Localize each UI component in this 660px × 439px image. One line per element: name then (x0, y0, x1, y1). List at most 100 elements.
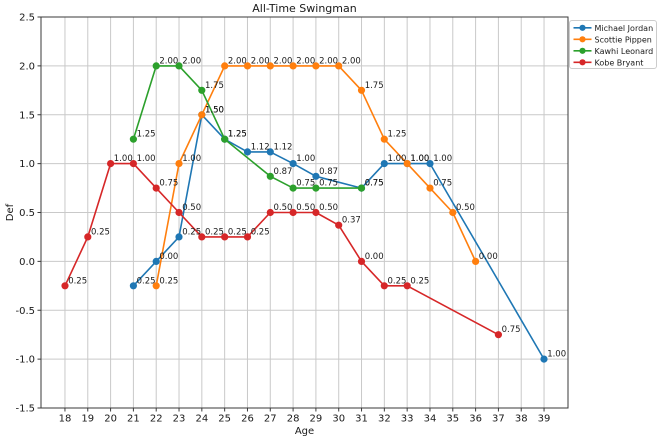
legend-label: Scottie Pippen (595, 35, 652, 44)
data-point-label: 2.00 (251, 56, 270, 66)
legend-marker (579, 59, 586, 66)
data-point-marker (152, 282, 160, 290)
data-point-marker (426, 160, 434, 168)
data-point-marker (266, 172, 274, 180)
data-point-label: 1.00 (433, 154, 452, 164)
data-point-label: 1.00 (296, 154, 315, 164)
data-point-label: 1.12 (251, 142, 270, 152)
data-point-label: 0.25 (251, 227, 270, 237)
data-point-marker (312, 62, 320, 70)
legend-item-kawhi-leonard: Kawhi Leonard (573, 47, 653, 56)
data-point-label: 1.25 (388, 130, 407, 140)
data-point-label: 0.50 (319, 203, 338, 213)
data-point-label: 0.25 (68, 276, 87, 286)
x-tick-label: 22 (150, 414, 163, 425)
data-point-marker (266, 62, 274, 70)
data-point-label: 0.25 (182, 227, 201, 237)
x-tick-label: 27 (264, 414, 277, 425)
data-point-label: 0.00 (479, 252, 498, 262)
x-tick-label: 21 (127, 414, 140, 425)
data-point-label: 2.00 (274, 56, 293, 66)
data-point-label: 0.25 (228, 227, 247, 237)
y-axis-label: Def (5, 203, 16, 221)
data-point-label: 2.00 (296, 56, 315, 66)
data-point-marker (221, 233, 229, 241)
legend-box (569, 20, 657, 69)
x-tick-label: 29 (310, 414, 323, 425)
data-point-label: 0.87 (274, 167, 293, 177)
x-tick-label: 38 (515, 414, 528, 425)
data-point-label: 1.50 (205, 105, 224, 115)
data-point-label: 0.75 (159, 179, 178, 189)
x-tick-label: 25 (218, 414, 231, 425)
data-point-label: 1.00 (137, 154, 156, 164)
data-point-marker (357, 86, 366, 94)
y-tick-label: 2.5 (19, 13, 35, 24)
legend: Michael Jordan Scottie Pippen Kawhi Leonar… (569, 20, 657, 69)
y-tick-label: 0.0 (19, 257, 35, 268)
data-point-marker (403, 160, 411, 168)
data-point-marker (198, 111, 206, 119)
x-tick-label: 19 (81, 414, 94, 425)
data-point-marker (540, 355, 548, 363)
x-tick-label: 31 (355, 414, 368, 425)
legend-marker (579, 36, 586, 43)
data-point-label: 1.00 (547, 350, 566, 360)
data-point-marker (335, 221, 343, 229)
y-tick-label: -0.5 (15, 306, 35, 317)
data-point-marker (243, 233, 252, 241)
data-point-label: 1.12 (274, 142, 293, 152)
data-point-label: 1.00 (114, 154, 133, 164)
data-point-label: 0.50 (456, 203, 475, 213)
data-point-label: 2.00 (319, 56, 338, 66)
y-tick-label: 2.0 (19, 61, 35, 72)
data-point-label: 0.75 (365, 179, 384, 189)
legend-item-michael-jordan: Michael Jordan (573, 24, 653, 33)
series-kobe-bryant (61, 160, 502, 339)
data-point-marker (289, 208, 297, 217)
data-point-marker (335, 62, 343, 70)
data-point-marker (221, 62, 229, 70)
y-tick-label: -1.5 (15, 404, 35, 415)
x-tick-label: 34 (424, 414, 437, 425)
data-point-label: 1.00 (410, 154, 429, 164)
data-point-marker (175, 233, 183, 241)
data-point-label: 0.87 (319, 167, 338, 177)
data-point-marker (129, 135, 137, 143)
data-point-marker (380, 135, 388, 143)
data-point-label: 1.00 (182, 154, 201, 164)
data-point-marker (175, 208, 183, 217)
data-point-label: 0.25 (410, 276, 429, 286)
data-point-marker (129, 282, 137, 290)
data-point-label: 0.37 (342, 216, 361, 226)
y-tick-label: 1.0 (19, 159, 35, 170)
tick-marks (37, 16, 545, 412)
data-point-label: 0.75 (502, 325, 521, 335)
data-point-label: 1.00 (388, 154, 407, 164)
data-point-label: 1.25 (228, 130, 247, 140)
series-group (61, 62, 548, 363)
data-point-marker (152, 257, 160, 265)
data-point-label: 0.00 (159, 252, 178, 262)
data-point-label: 0.50 (274, 203, 293, 213)
data-point-marker (198, 86, 206, 94)
x-tick-label: 36 (469, 414, 482, 425)
data-point-marker (312, 208, 320, 217)
data-point-marker (449, 208, 457, 217)
data-point-label: 1.00 (410, 154, 429, 164)
data-point-label: 0.25 (388, 276, 407, 286)
data-point-marker (289, 184, 297, 192)
legend-marker (579, 47, 586, 54)
data-point-marker (221, 135, 229, 143)
data-point-label: 0.25 (137, 276, 156, 286)
x-tick-label: 39 (538, 414, 551, 425)
x-tick-label: 26 (241, 414, 254, 425)
x-tick-label: 18 (59, 414, 72, 425)
point-labels: 0.250.000.251.501.251.12 1.121.000.870.75… (68, 56, 566, 359)
data-point-label: 1.25 (228, 130, 247, 140)
data-point-marker (175, 160, 183, 168)
data-point-label: 0.50 (182, 203, 201, 213)
data-point-label: 1.75 (205, 81, 224, 91)
data-point-marker (312, 184, 320, 192)
data-point-marker (289, 62, 297, 70)
